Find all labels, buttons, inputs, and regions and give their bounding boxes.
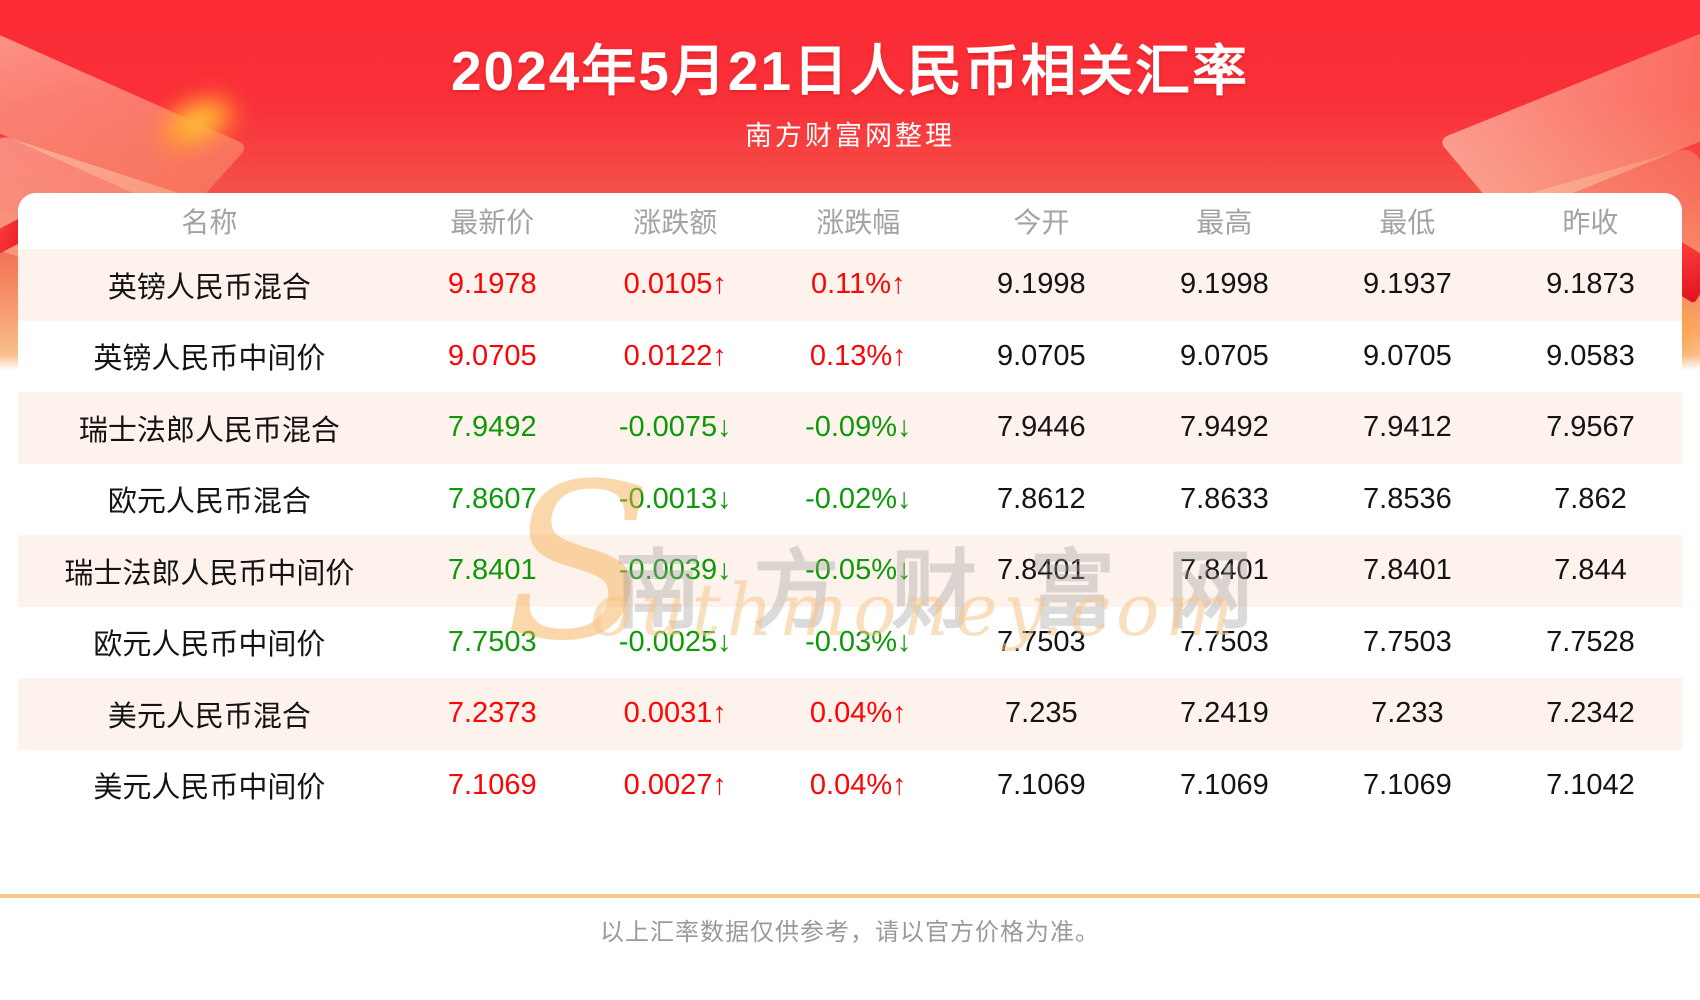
table-row: 欧元人民币混合 7.8607 -0.0013↓ -0.02%↓ 7.8612 7… — [18, 463, 1682, 535]
cell-change-amount: -0.0039↓ — [618, 554, 732, 587]
cell-prev-close: 7.862 — [1554, 482, 1627, 515]
cell-high-price: 9.1998 — [1180, 268, 1269, 301]
cell-open-price: 7.1069 — [996, 768, 1086, 801]
cell-low-price: 7.7503 — [1363, 625, 1452, 658]
cell-low-price: 7.9412 — [1363, 411, 1452, 444]
cell-latest-price: 7.7503 — [447, 625, 537, 658]
column-header-change: 涨跌额 — [633, 207, 718, 238]
cell-change-percent: 0.04%↑ — [809, 697, 907, 730]
cell-prev-close: 7.9567 — [1546, 411, 1635, 444]
cell-change-percent: -0.09%↓ — [805, 411, 912, 444]
cell-latest-price: 7.8401 — [447, 554, 537, 587]
cell-change-amount: -0.0075↓ — [618, 411, 732, 444]
cell-prev-close: 7.7528 — [1546, 625, 1635, 658]
cell-change-percent: 0.04%↑ — [809, 768, 907, 801]
cell-low-price: 7.8401 — [1363, 554, 1452, 587]
cell-prev-close: 7.844 — [1554, 554, 1627, 587]
cell-prev-close: 9.0583 — [1546, 339, 1635, 372]
cell-high-price: 7.1069 — [1180, 768, 1269, 801]
column-header-name: 名称 — [181, 207, 238, 238]
cell-change-amount: 0.0027↑ — [623, 768, 727, 801]
cell-currency-name: 英镑人民币混合 — [107, 271, 311, 304]
table-row: 美元人民币中间价 7.1069 0.0027↑ 0.04%↑ 7.1069 7.… — [18, 749, 1682, 821]
disclaimer-text: 以上汇率数据仅供参考，请以官方价格为准。 — [600, 919, 1100, 946]
cell-high-price: 7.8633 — [1180, 482, 1269, 515]
column-header-prev: 昨收 — [1562, 207, 1619, 238]
cell-latest-price: 9.0705 — [447, 339, 537, 372]
cell-change-amount: 0.0031↑ — [623, 697, 727, 730]
cell-change-percent: -0.02%↓ — [805, 482, 912, 515]
page-title: 2024年5月21日人民币相关汇率 — [450, 40, 1250, 102]
table-row: 瑞士法郎人民币混合 7.9492 -0.0075↓ -0.09%↓ 7.9446… — [18, 392, 1682, 464]
table-header-row: 名称 最新价 涨跌额 涨跌幅 今开 最高 最低 昨收 — [18, 193, 1682, 249]
footer-divider — [0, 894, 1700, 898]
cell-high-price: 7.9492 — [1180, 411, 1269, 444]
cell-prev-close: 9.1873 — [1546, 268, 1635, 301]
cell-change-percent: -0.03%↓ — [805, 625, 912, 658]
column-header-high: 最高 — [1196, 207, 1253, 238]
table-row: 美元人民币混合 7.2373 0.0031↑ 0.04%↑ 7.235 7.24… — [18, 678, 1682, 750]
cell-currency-name: 美元人民币混合 — [107, 700, 311, 733]
cell-change-percent: 0.13%↑ — [809, 339, 907, 372]
column-header-pct: 涨跌幅 — [816, 207, 901, 238]
page-subtitle: 南方财富网整理 — [745, 121, 955, 151]
cell-currency-name: 英镑人民币中间价 — [93, 343, 326, 376]
cell-currency-name: 美元人民币中间价 — [93, 772, 326, 805]
cell-prev-close: 7.2342 — [1546, 697, 1635, 730]
cell-change-amount: 0.0122↑ — [623, 339, 727, 372]
cell-latest-price: 9.1978 — [447, 268, 537, 301]
cell-low-price: 7.1069 — [1363, 768, 1452, 801]
cell-low-price: 7.8536 — [1363, 482, 1452, 515]
column-header-open: 今开 — [1013, 207, 1070, 238]
cell-open-price: 7.9446 — [996, 411, 1086, 444]
cell-low-price: 7.233 — [1371, 697, 1444, 730]
table-body: 英镑人民币混合 9.1978 0.0105↑ 0.11%↑ 9.1998 9.1… — [18, 249, 1682, 821]
cell-open-price: 9.1998 — [996, 268, 1086, 301]
cell-currency-name: 欧元人民币中间价 — [93, 629, 326, 662]
table-row: 欧元人民币中间价 7.7503 -0.0025↓ -0.03%↓ 7.7503 … — [18, 606, 1682, 678]
cell-high-price: 7.8401 — [1180, 554, 1269, 587]
cell-change-amount: 0.0105↑ — [623, 268, 727, 301]
cell-latest-price: 7.1069 — [447, 768, 537, 801]
cell-currency-name: 瑞士法郎人民币混合 — [78, 414, 340, 447]
cell-change-amount: -0.0025↓ — [618, 625, 732, 658]
cell-low-price: 9.0705 — [1363, 339, 1452, 372]
cell-high-price: 7.7503 — [1180, 625, 1269, 658]
cell-latest-price: 7.9492 — [447, 411, 537, 444]
table-row: 瑞士法郎人民币中间价 7.8401 -0.0039↓ -0.05%↓ 7.840… — [18, 535, 1682, 607]
cell-open-price: 7.8612 — [996, 482, 1086, 515]
cell-open-price: 9.0705 — [996, 339, 1086, 372]
cell-prev-close: 7.1042 — [1546, 768, 1635, 801]
exchange-rate-table: 名称 最新价 涨跌额 涨跌幅 今开 最高 最低 昨收 英镑人民币混合 9.197… — [18, 193, 1682, 821]
cell-latest-price: 7.8607 — [447, 482, 537, 515]
table-row: 英镑人民币中间价 9.0705 0.0122↑ 0.13%↑ 9.0705 9.… — [18, 320, 1682, 392]
cell-open-price: 7.8401 — [996, 554, 1086, 587]
cell-latest-price: 7.2373 — [447, 697, 537, 730]
column-header-low: 最低 — [1379, 207, 1436, 238]
cell-currency-name: 瑞士法郎人民币中间价 — [64, 557, 355, 590]
cell-open-price: 7.7503 — [996, 625, 1086, 658]
cell-change-amount: -0.0013↓ — [618, 482, 732, 515]
cell-currency-name: 欧元人民币混合 — [107, 486, 311, 519]
cell-change-percent: 0.11%↑ — [811, 268, 906, 301]
cell-open-price: 7.235 — [1005, 697, 1078, 730]
column-header-latest: 最新价 — [450, 207, 535, 238]
table-row: 英镑人民币混合 9.1978 0.0105↑ 0.11%↑ 9.1998 9.1… — [18, 249, 1682, 321]
cell-high-price: 9.0705 — [1180, 339, 1269, 372]
cell-low-price: 9.1937 — [1363, 268, 1452, 301]
cell-high-price: 7.2419 — [1180, 697, 1269, 730]
cell-change-percent: -0.05%↓ — [805, 554, 912, 587]
